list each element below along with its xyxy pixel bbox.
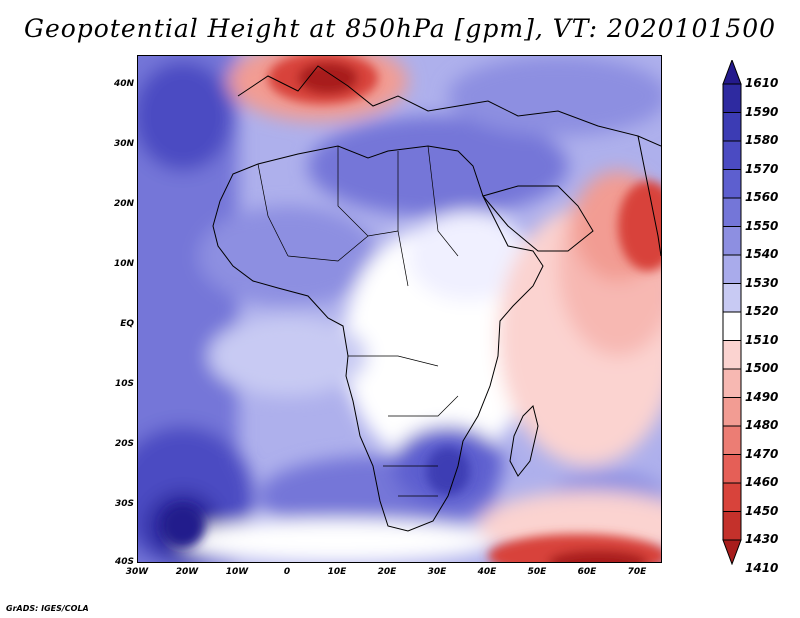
lon-label: 20E bbox=[377, 567, 397, 577]
lon-label: 10W bbox=[225, 567, 249, 577]
colorbar-cell bbox=[722, 254, 742, 284]
colorbar-label: 1570 bbox=[745, 161, 779, 176]
lon-label: 40E bbox=[477, 567, 497, 577]
lat-label: 10S bbox=[114, 379, 134, 389]
colorbar-bottom-arrow bbox=[722, 539, 742, 565]
colorbar-cell bbox=[722, 112, 742, 142]
coastline-india bbox=[637, 135, 661, 257]
geopotential-field bbox=[138, 56, 661, 562]
colorbar-label: 1610 bbox=[745, 76, 779, 90]
colorbar-cell bbox=[722, 397, 742, 427]
lat-label: EQ bbox=[120, 319, 134, 329]
colorbar-cell bbox=[722, 454, 742, 484]
colorbar-cell bbox=[722, 169, 742, 199]
colorbar-label: 1590 bbox=[745, 104, 779, 119]
lat-label: 40S bbox=[114, 557, 134, 567]
colorbar-label: 1410 bbox=[745, 560, 779, 575]
colorbar-cell bbox=[722, 140, 742, 170]
colorbar-label: 1520 bbox=[745, 304, 779, 318]
grads-credit: GrADS: IGES/COLA bbox=[6, 604, 89, 613]
lat-label: 20N bbox=[113, 199, 134, 209]
colorbar-label: 1530 bbox=[745, 275, 779, 290]
coastline-africa bbox=[212, 145, 544, 532]
colorbar-label: 1580 bbox=[745, 133, 779, 147]
colorbar-cell bbox=[722, 511, 742, 541]
colorbar-cell bbox=[722, 226, 742, 256]
colorbar-cell bbox=[722, 311, 742, 341]
map-panel bbox=[137, 55, 662, 563]
colorbar-label: 1470 bbox=[745, 446, 779, 461]
colorbar-label: 1500 bbox=[745, 361, 779, 375]
lon-label: 0 bbox=[283, 567, 291, 577]
lon-label: 70E bbox=[627, 567, 647, 577]
colorbar-label: 1480 bbox=[745, 418, 779, 432]
colorbar-cell bbox=[722, 340, 742, 370]
lat-label: 20S bbox=[114, 439, 134, 449]
colorbar-label: 1450 bbox=[745, 503, 779, 518]
colorbar-label: 1540 bbox=[745, 247, 779, 261]
colorbar-cell bbox=[722, 425, 742, 455]
coastline-madagascar bbox=[509, 405, 539, 477]
lon-label: 20W bbox=[175, 567, 199, 577]
country-borders bbox=[257, 145, 459, 497]
coastline-europe bbox=[237, 65, 661, 147]
colorbar-cell bbox=[722, 197, 742, 227]
colorbar-top-arrow bbox=[722, 60, 742, 85]
colorbar-cell bbox=[722, 368, 742, 398]
colorbar bbox=[722, 60, 742, 565]
colorbar-cell bbox=[722, 283, 742, 313]
lon-label: 60E bbox=[577, 567, 597, 577]
map-title: Geopotential Height at 850hPa [gpm], VT:… bbox=[23, 14, 777, 43]
colorbar-label: 1490 bbox=[745, 389, 779, 404]
lon-label: 30E bbox=[427, 567, 447, 577]
lat-label: 40N bbox=[113, 79, 134, 89]
lat-label: 10N bbox=[113, 259, 134, 269]
lat-label: 30N bbox=[113, 139, 134, 149]
colorbar-cell bbox=[722, 83, 742, 113]
lon-label: 10E bbox=[327, 567, 347, 577]
lon-label: 50E bbox=[527, 567, 547, 577]
lon-label: 30W bbox=[125, 567, 149, 577]
colorbar-label: 1430 bbox=[745, 532, 779, 546]
colorbar-label: 1510 bbox=[745, 332, 779, 347]
colorbar-label: 1560 bbox=[745, 190, 779, 204]
coastline-arabia bbox=[482, 185, 594, 252]
lat-label: 30S bbox=[114, 499, 134, 509]
colorbar-label: 1550 bbox=[745, 218, 779, 233]
colorbar-label: 1460 bbox=[745, 475, 779, 489]
colorbar-cell bbox=[722, 482, 742, 512]
